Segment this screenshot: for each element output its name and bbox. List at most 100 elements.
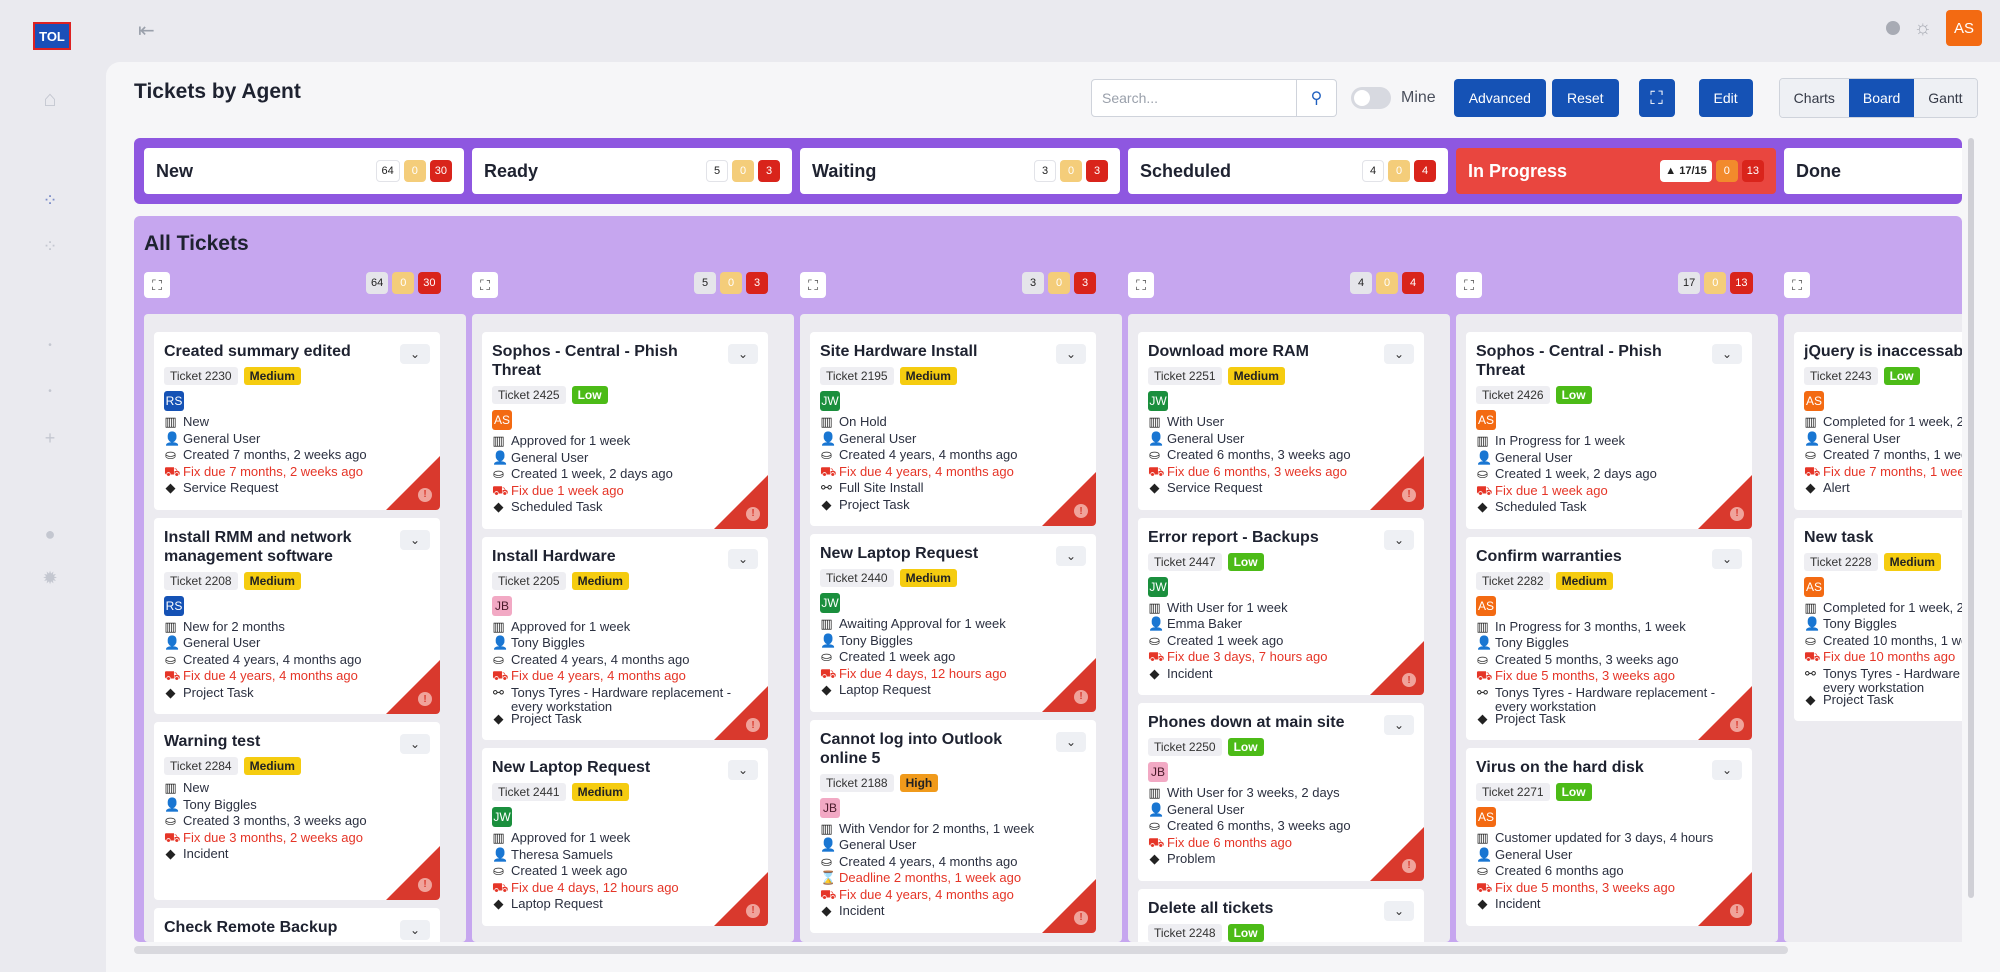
status-in-progress[interactable]: In Progress ▲ 17/15 0 13	[1456, 148, 1776, 194]
agent-avatar[interactable]: JW	[1148, 391, 1168, 411]
add-icon[interactable]: +	[44, 428, 56, 448]
ticket-card[interactable]: Site Hardware Install ⌄ Ticket 2195 Medium J…	[810, 332, 1096, 526]
chevron-down-icon[interactable]: ⌄	[728, 344, 758, 364]
advanced-button[interactable]: Advanced	[1453, 79, 1546, 117]
view-charts-tab[interactable]: Charts	[1779, 79, 1849, 117]
home-icon[interactable]: ⌂	[43, 86, 57, 111]
expand-column-button[interactable]: ⛶	[472, 272, 498, 298]
ticket-title[interactable]: Virus on the hard disk	[1476, 759, 1644, 776]
ticket-title[interactable]: Sophos - Central - Phish Threat	[1476, 343, 1662, 379]
horizontal-scrollbar[interactable]	[134, 946, 1788, 954]
nav-dot-icon[interactable]: •	[48, 340, 52, 351]
expand-column-button[interactable]: ⛶	[800, 272, 826, 298]
ticket-card[interactable]: Confirm warranties ⌄ Ticket 2282 Medium AS ▥ I…	[1466, 536, 1752, 740]
search-button[interactable]: ⚲	[1297, 79, 1337, 117]
agent-avatar[interactable]: JW	[820, 391, 840, 411]
team-icon[interactable]: ⁘	[42, 236, 58, 256]
ticket-title[interactable]: Phones down at main site	[1148, 714, 1345, 731]
view-gantt-tab[interactable]: Gantt	[1914, 79, 1977, 117]
chevron-down-icon[interactable]: ⌄	[400, 734, 430, 754]
agent-avatar[interactable]: AS	[1804, 391, 1824, 411]
chevron-down-icon[interactable]: ⌄	[1712, 548, 1742, 569]
agent-avatar[interactable]: AS	[1476, 595, 1496, 616]
chevron-down-icon[interactable]: ⌄	[1712, 760, 1742, 780]
chevron-down-icon[interactable]: ⌄	[1384, 900, 1414, 921]
expand-column-button[interactable]: ⛶	[1128, 272, 1154, 298]
app-logo[interactable]: TOL	[33, 22, 71, 50]
agent-avatar[interactable]: RS	[164, 595, 184, 616]
ticket-card[interactable]: Install Hardware ⌄ Ticket 2205 Medium JB ▥ App…	[482, 536, 768, 740]
status-waiting[interactable]: Waiting 3 0 3	[800, 148, 1120, 194]
ticket-title[interactable]: Sophos - Central - Phish Threat	[492, 343, 678, 379]
expand-column-button[interactable]: ⛶	[1784, 272, 1810, 298]
agents-icon[interactable]: ⁘	[42, 190, 58, 210]
agent-avatar[interactable]: JB	[820, 797, 840, 818]
nav-dot-icon[interactable]: •	[48, 386, 52, 397]
collapse-sidebar-icon[interactable]: ⇤	[138, 20, 155, 42]
view-board-tab[interactable]: Board	[1848, 79, 1915, 117]
status-ready[interactable]: Ready 5 0 3	[472, 148, 792, 194]
vertical-scrollbar[interactable]	[1968, 138, 1974, 898]
ticket-card[interactable]: Check Remote Backup⌄Ticket 2417Low	[154, 907, 440, 942]
status-dot-icon[interactable]	[1885, 21, 1900, 35]
agent-avatar[interactable]: RS	[164, 391, 184, 411]
ticket-title[interactable]: Error report - Backups	[1148, 528, 1319, 546]
ticket-title[interactable]: Install Hardware	[492, 547, 616, 565]
agent-avatar[interactable]: JB	[1148, 762, 1168, 782]
ticket-title[interactable]: Install RMM and network management softw…	[164, 528, 352, 565]
ticket-title[interactable]: Check Remote Backup	[164, 918, 338, 936]
reset-button[interactable]: Reset	[1551, 79, 1619, 117]
ticket-card[interactable]: Error report - Backups ⌄ Ticket 2447 Low JW ▥…	[1138, 517, 1424, 695]
chevron-down-icon[interactable]: ⌄	[1056, 344, 1086, 364]
ticket-title[interactable]: Site Hardware Install	[820, 343, 978, 360]
edit-button[interactable]: Edit	[1698, 79, 1753, 117]
chevron-down-icon[interactable]: ⌄	[400, 919, 430, 940]
ticket-title[interactable]: Warning test	[164, 733, 261, 750]
ticket-card[interactable]: New Laptop Request ⌄ Ticket 2440 Medium JW ▥ A…	[810, 534, 1096, 712]
ticket-title[interactable]: New Laptop Request	[492, 759, 651, 776]
chevron-down-icon[interactable]: ⌄	[728, 548, 758, 569]
chevron-down-icon[interactable]: ⌄	[1384, 715, 1414, 735]
ticket-title[interactable]: New task	[1804, 528, 1874, 546]
agent-avatar[interactable]: JB	[492, 595, 512, 616]
chevron-down-icon[interactable]: ⌄	[400, 529, 430, 550]
ticket-card[interactable]: Sophos - Central - Phish Threat ⌄ Ticket 2…	[482, 332, 768, 529]
agent-avatar[interactable]: AS	[1804, 576, 1824, 597]
ticket-card[interactable]: jQuery is inaccessable⌄Ticket 2243LowAS▥…	[1794, 332, 1962, 510]
ticket-title[interactable]: New Laptop Request	[820, 545, 979, 562]
agent-avatar[interactable]: JW	[492, 807, 512, 827]
agent-avatar[interactable]: JW	[1148, 576, 1168, 597]
ticket-title[interactable]: Confirm warranties	[1476, 547, 1622, 565]
ticket-card[interactable]: Sophos - Central - Phish Threat ⌄ Ticket 2…	[1466, 332, 1752, 529]
ticket-card[interactable]: Warning test ⌄ Ticket 2284 Medium ▥ New 👤 Tony …	[154, 722, 440, 900]
expand-column-button[interactable]: ⛶	[144, 272, 170, 298]
agent-avatar[interactable]: JW	[820, 593, 840, 613]
chevron-down-icon[interactable]: ⌄	[1384, 344, 1414, 364]
search-input[interactable]: Search...	[1091, 79, 1297, 117]
fullscreen-button[interactable]: ⛶	[1638, 79, 1675, 117]
chevron-down-icon[interactable]: ⌄	[1712, 344, 1742, 364]
settings-icon[interactable]: ✹	[42, 568, 58, 588]
ticket-card[interactable]: Cannot log into Outlook online 5 ⌄ Ticket …	[810, 719, 1096, 933]
ticket-card[interactable]: Delete all tickets ⌄ Ticket 2248 Low	[1138, 888, 1424, 942]
help-icon[interactable]: ●	[44, 524, 56, 544]
ticket-card[interactable]: Virus on the hard disk ⌄ Ticket 2271 Low AS ▥…	[1466, 748, 1752, 926]
chevron-down-icon[interactable]: ⌄	[1056, 546, 1086, 566]
status-done[interactable]: Done	[1784, 148, 1962, 194]
ticket-card[interactable]: New Laptop Request ⌄ Ticket 2441 Medium JW ▥ A…	[482, 748, 768, 926]
user-avatar[interactable]: AS	[1946, 10, 1982, 46]
status-scheduled[interactable]: Scheduled 4 0 4	[1128, 148, 1448, 194]
chevron-down-icon[interactable]: ⌄	[1384, 529, 1414, 550]
ticket-title[interactable]: Created summary edited	[164, 343, 351, 360]
ticket-title[interactable]: jQuery is inaccessable	[1804, 343, 1962, 360]
ticket-card[interactable]: Created summary edited ⌄ Ticket 2230 Medium…	[154, 332, 440, 510]
ticket-title[interactable]: Delete all tickets	[1148, 899, 1274, 917]
agent-avatar[interactable]: AS	[1476, 807, 1496, 827]
ticket-card[interactable]: Install RMM and network management softw…	[154, 517, 440, 714]
agent-avatar[interactable]: AS	[1476, 410, 1496, 430]
mine-toggle[interactable]	[1351, 87, 1391, 109]
ticket-title[interactable]: Download more RAM	[1148, 343, 1309, 360]
status-new[interactable]: New 64 0 30	[144, 148, 464, 194]
ticket-card[interactable]: Phones down at main site ⌄ Ticket 2250 Low J…	[1138, 703, 1424, 881]
